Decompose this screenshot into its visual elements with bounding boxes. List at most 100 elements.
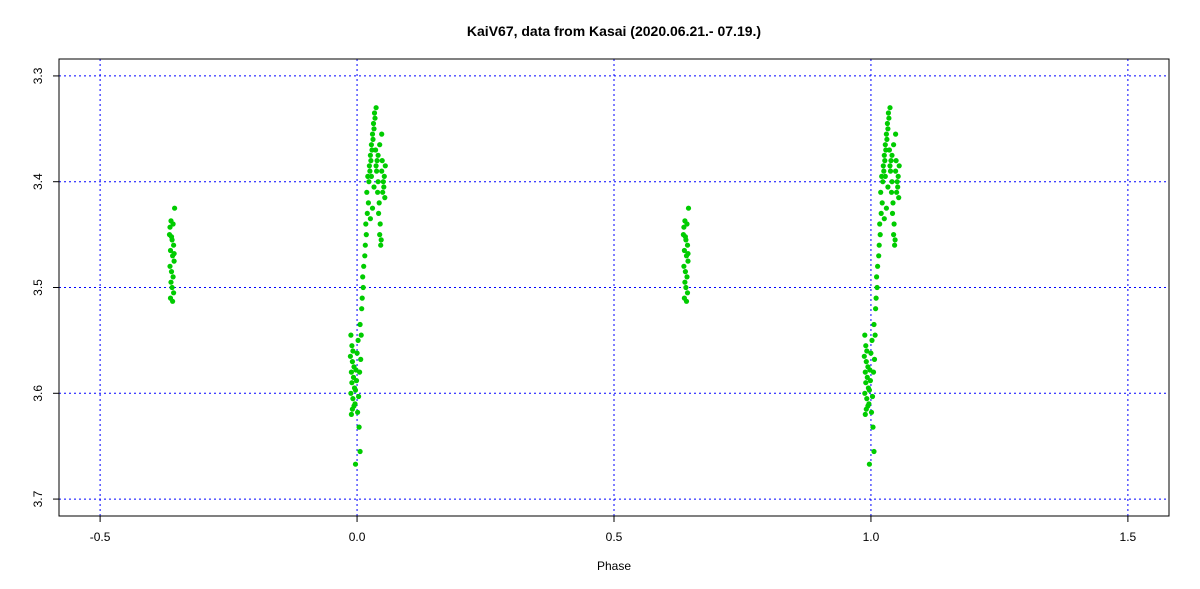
data-point <box>348 332 354 338</box>
data-point <box>895 173 901 179</box>
data-point <box>373 163 379 169</box>
data-point <box>367 168 373 174</box>
data-point <box>168 234 175 240</box>
data-point <box>868 350 874 356</box>
data-point <box>380 179 386 185</box>
data-point <box>382 195 388 201</box>
x-tick-label: 1.0 <box>863 530 880 544</box>
data-point <box>892 237 898 243</box>
data-point <box>889 210 896 216</box>
data-point <box>866 461 873 467</box>
data-point <box>357 369 363 375</box>
data-point <box>894 179 900 185</box>
data-point <box>876 242 882 248</box>
y-tick-label: 3.4 <box>31 173 45 190</box>
data-point <box>883 205 890 211</box>
x-axis-label: Phase <box>597 559 631 573</box>
data-point <box>870 424 876 430</box>
data-point <box>887 163 893 169</box>
data-point <box>886 115 892 121</box>
data-point <box>366 179 372 185</box>
data-point <box>349 359 355 365</box>
data-point <box>891 232 897 238</box>
data-point <box>683 298 690 304</box>
x-tick-label: 1.5 <box>1120 530 1137 544</box>
data-point <box>684 221 690 227</box>
data-point <box>874 274 880 280</box>
data-point <box>895 184 901 190</box>
data-point <box>877 232 883 238</box>
x-tick-label: 0.0 <box>349 530 366 544</box>
data-point <box>358 356 364 362</box>
data-point <box>871 448 877 455</box>
data-point <box>375 152 381 158</box>
data-point <box>348 390 354 396</box>
data-point <box>369 147 375 153</box>
data-point <box>349 343 355 349</box>
data-point <box>684 290 691 296</box>
data-point <box>369 131 376 137</box>
grid <box>59 59 1169 516</box>
data-point <box>880 163 886 169</box>
data-point <box>870 369 877 375</box>
data-point <box>868 409 875 415</box>
data-point <box>891 142 897 148</box>
data-point <box>872 332 878 338</box>
data-point <box>877 221 883 227</box>
data-point <box>861 353 867 359</box>
data-point <box>370 136 376 142</box>
data-point <box>375 189 381 195</box>
data-point <box>683 284 689 291</box>
data-point <box>874 284 880 291</box>
data-point <box>363 221 369 227</box>
data-point <box>896 163 902 169</box>
x-axis: -0.5 0.0 0.5 1.0 1.5 <box>90 516 1137 544</box>
data-point <box>867 378 874 384</box>
data-point <box>878 189 884 195</box>
data-point <box>885 126 891 132</box>
data-point <box>682 279 688 285</box>
data-point <box>373 147 379 153</box>
data-point <box>863 343 869 349</box>
data-point <box>374 168 380 174</box>
data-point <box>351 403 357 409</box>
data-point <box>886 147 893 153</box>
y-tick-label: 3.6 <box>31 385 45 402</box>
data-point <box>869 393 876 400</box>
data-points <box>166 105 902 467</box>
data-point <box>685 205 692 211</box>
data-point <box>350 348 356 354</box>
data-point <box>382 163 388 169</box>
data-point <box>862 390 868 396</box>
data-point <box>379 168 385 174</box>
data-point <box>862 369 868 375</box>
y-axis: 3.3 3.4 3.5 3.6 3.7 <box>31 67 59 507</box>
data-point <box>171 251 177 257</box>
data-point <box>884 136 890 142</box>
data-point <box>353 378 360 384</box>
data-point <box>167 247 174 254</box>
data-point <box>350 396 356 402</box>
y-tick-label: 3.3 <box>31 67 45 84</box>
data-point <box>873 306 879 312</box>
data-point <box>358 332 364 338</box>
data-point <box>348 369 354 375</box>
data-point <box>365 200 371 206</box>
data-point <box>370 120 377 127</box>
data-point <box>888 189 895 195</box>
data-point <box>171 258 177 264</box>
data-point <box>369 205 376 211</box>
data-point <box>864 374 870 380</box>
data-point <box>376 200 382 206</box>
data-point <box>169 284 175 291</box>
data-point <box>884 120 891 127</box>
data-point <box>881 152 887 158</box>
data-point <box>368 158 374 164</box>
data-point <box>361 263 367 269</box>
data-point <box>171 242 177 248</box>
data-point <box>348 411 354 417</box>
x-tick-label: 0.5 <box>606 530 623 544</box>
data-point <box>381 173 387 179</box>
y-tick-label: 3.7 <box>31 490 45 507</box>
data-point <box>892 242 898 248</box>
